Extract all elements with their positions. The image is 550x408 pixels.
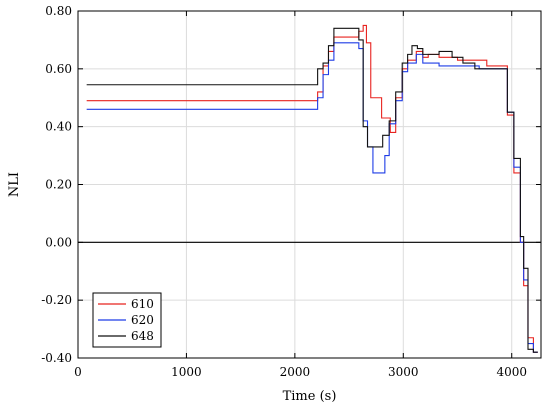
y-tick-label: 0.60 — [45, 62, 72, 76]
y-tick-label: 0.80 — [45, 4, 72, 18]
legend-label-610: 610 — [131, 297, 154, 311]
y-tick-label: 0.40 — [45, 120, 72, 134]
legend-label-648: 648 — [131, 329, 154, 343]
x-tick-label: 2000 — [280, 365, 311, 379]
x-tick-label: 3000 — [388, 365, 419, 379]
x-tick-label: 0 — [74, 365, 82, 379]
y-tick-label: -0.40 — [41, 351, 72, 365]
x-tick-label: 4000 — [496, 365, 527, 379]
series-line-648 — [86, 27, 538, 353]
y-tick-label: 0.00 — [45, 235, 72, 249]
y-tick-label: -0.20 — [41, 293, 72, 307]
x-tick-label: 1000 — [171, 365, 202, 379]
legend: 610 620 648 — [92, 292, 162, 348]
x-axis-title: Time (s) — [283, 389, 337, 404]
y-axis-title: NLI — [7, 172, 22, 197]
y-tick-label: 0.20 — [45, 178, 72, 192]
series-lines — [86, 24, 538, 353]
legend-label-620: 620 — [131, 313, 154, 327]
y-axis-ticks: -0.40 -0.20 0.00 0.20 0.40 0.60 0.80 — [41, 4, 541, 365]
x-axis-ticks: 0 1000 2000 3000 4000 — [74, 11, 527, 379]
